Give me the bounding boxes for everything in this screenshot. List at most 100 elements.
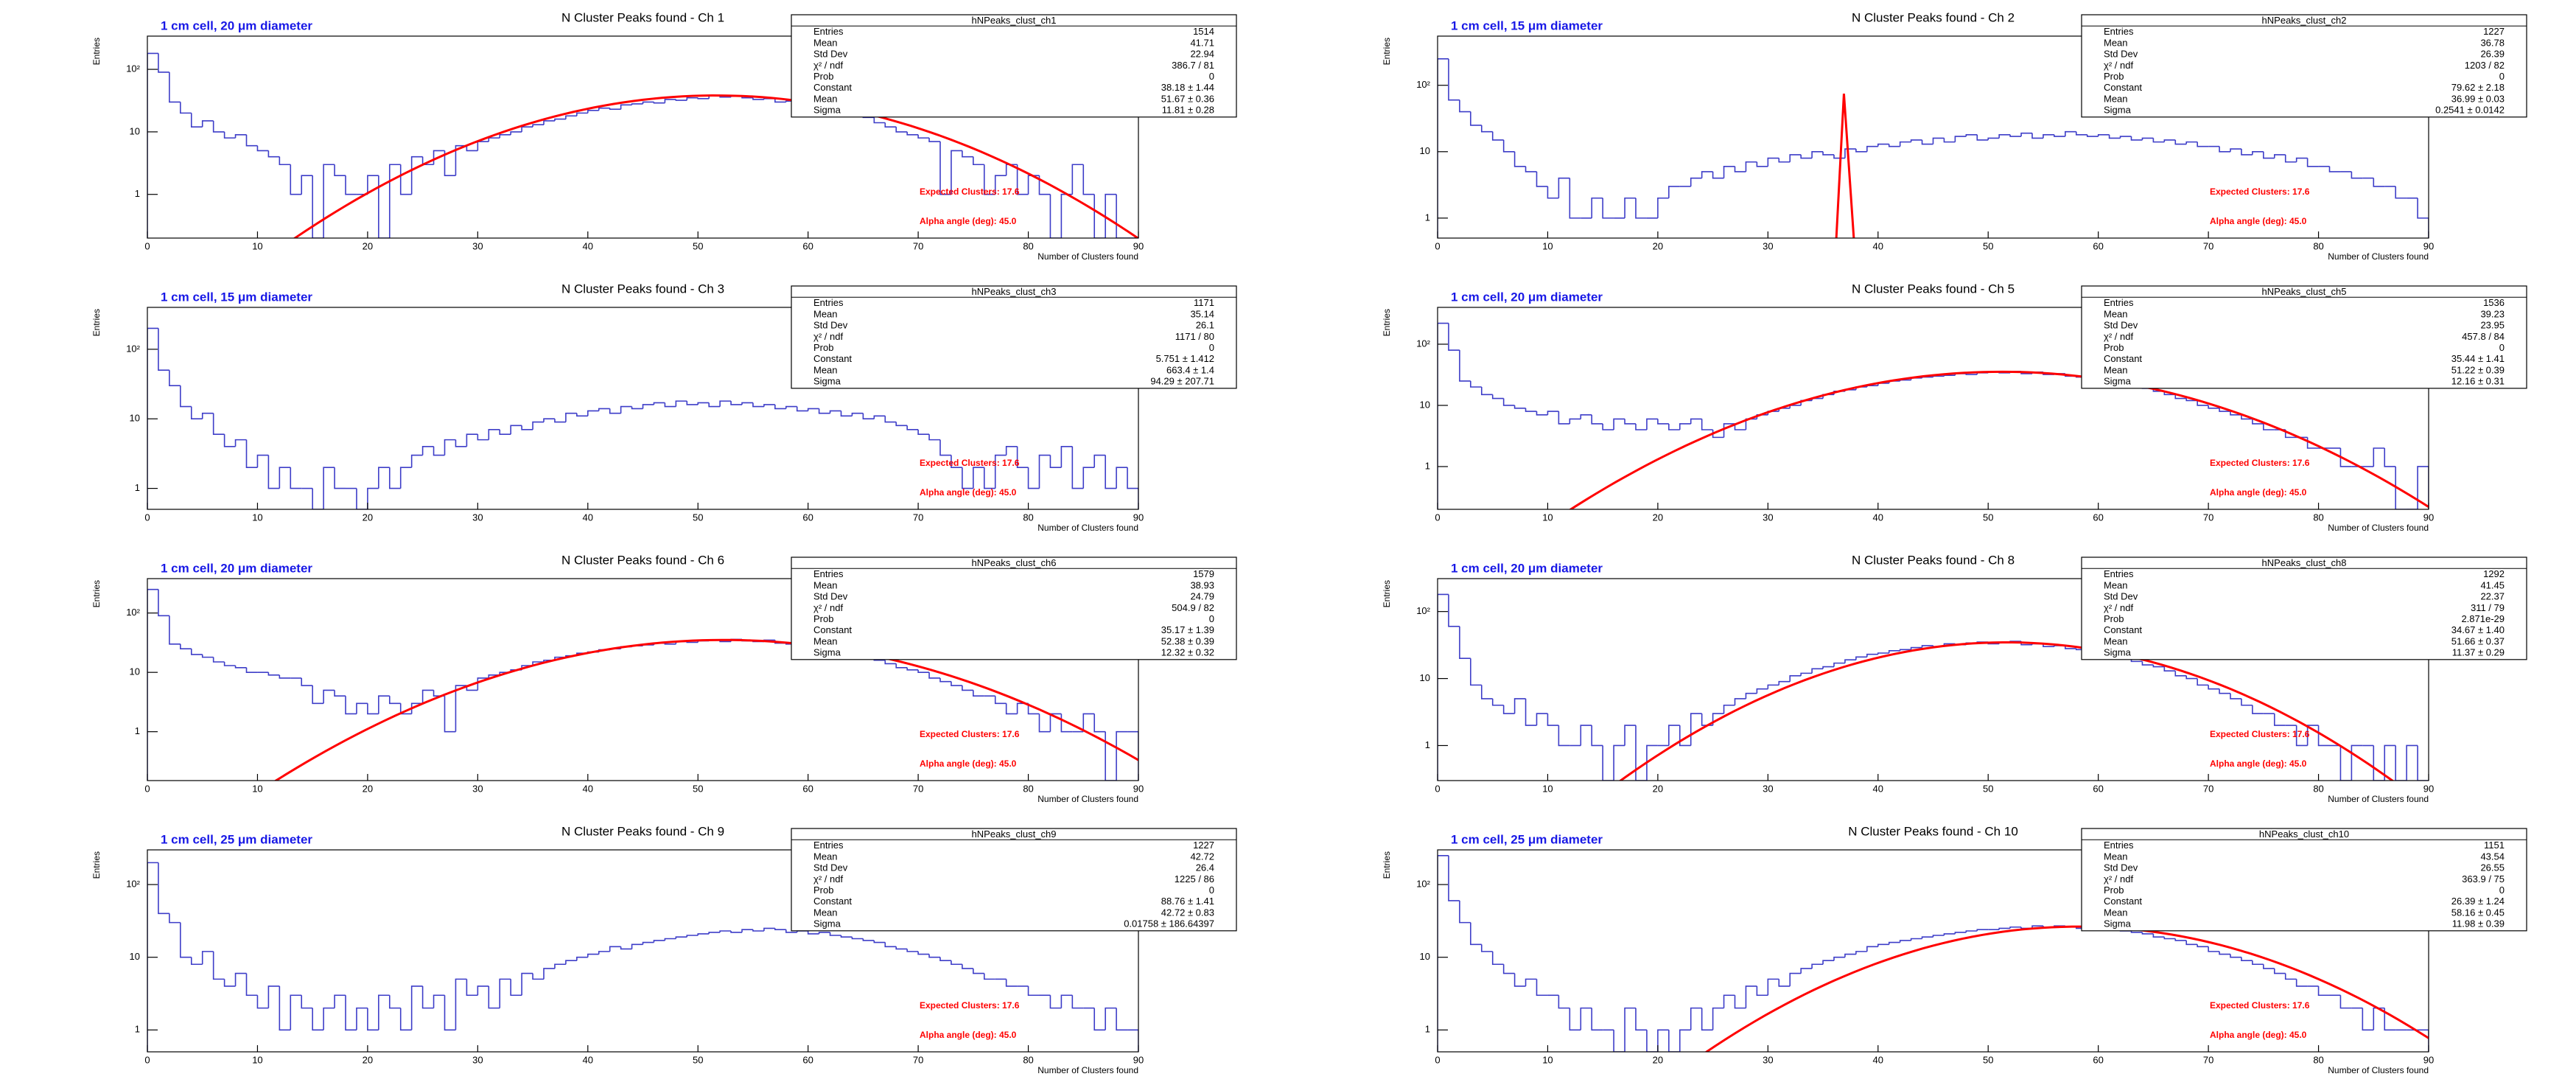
- hist-bin: [2185, 398, 2198, 402]
- hist-bin: [2152, 933, 2165, 938]
- hist-bin: [2339, 995, 2352, 1009]
- hist-bin: [1591, 197, 1603, 218]
- hist-bin: [1767, 684, 1779, 689]
- stats-value: 1292: [2483, 568, 2505, 579]
- stats-value: 41.71: [1190, 37, 1214, 48]
- hist-bin: [410, 156, 423, 195]
- hist-bin: [2373, 745, 2385, 781]
- hist-bin: [256, 995, 269, 1009]
- hist-bin: [1899, 141, 1911, 147]
- stats-box: [791, 285, 1237, 389]
- hist-bin: [532, 661, 544, 666]
- hist-bin: [2417, 198, 2429, 238]
- hist-bin: [279, 467, 291, 489]
- hist-bin: [2230, 148, 2241, 152]
- hist-bin: [1591, 1008, 1603, 1031]
- hist-bin: [1438, 322, 1449, 509]
- y-axis-label: Entries: [1382, 309, 1392, 336]
- hist-bin: [1932, 935, 1945, 938]
- hist-bin: [983, 164, 995, 195]
- hist-bin: [1789, 405, 1802, 408]
- hist-bin: [190, 957, 203, 966]
- stats-value: 26.39 ± 1.24: [2451, 896, 2505, 907]
- hist-bin: [642, 404, 654, 409]
- panel-subtitle: 1 cm cell, 20 μm diameter: [1451, 561, 1603, 575]
- hist-bin: [378, 175, 390, 238]
- hist-bin: [488, 429, 500, 440]
- stats-label: Constant: [2104, 353, 2142, 364]
- hist-bin: [1005, 979, 1018, 987]
- hist-bin: [939, 677, 951, 683]
- hist-bin: [2208, 685, 2220, 690]
- hist-bin: [1855, 951, 1867, 955]
- hist-bin: [1547, 411, 1559, 415]
- x-tick-label: 40: [583, 240, 593, 251]
- hist-bin: [1756, 161, 1768, 167]
- stats-label: Std Dev: [2104, 49, 2138, 60]
- hist-bin: [873, 117, 886, 124]
- hist-bin: [1116, 194, 1128, 238]
- stats-label: Constant: [813, 896, 852, 907]
- y-tick-label: 10²: [1416, 878, 1430, 889]
- annotation: Alpha angle (deg): 45.0: [920, 1030, 1017, 1040]
- hist-bin: [1536, 713, 1548, 726]
- hist-bin: [180, 385, 192, 408]
- hist-bin: [2208, 946, 2220, 952]
- hist-bin: [1657, 1029, 1669, 1052]
- hist-bin: [388, 164, 401, 238]
- stats-box: [791, 828, 1237, 932]
- hist-bin: [1459, 100, 1471, 113]
- x-tick-label: 90: [2423, 240, 2434, 251]
- hist-bin: [653, 402, 665, 405]
- hist-bin: [2252, 960, 2264, 966]
- hist-bin: [1602, 745, 1614, 781]
- hist-bin: [2273, 714, 2286, 726]
- stats-label: Mean: [2104, 579, 2128, 590]
- hist-bin: [444, 150, 456, 176]
- y-tick-label: 10: [130, 125, 140, 136]
- hist-bin: [2295, 725, 2308, 747]
- stats-label: Mean: [813, 579, 838, 590]
- hist-bin: [1049, 455, 1062, 468]
- stats-label: Mean: [813, 635, 838, 646]
- hist-bin: [234, 439, 247, 447]
- hist-bin: [741, 402, 753, 405]
- stats-label: χ² / ndf: [2104, 602, 2133, 613]
- hist-bin: [1127, 1029, 1138, 1052]
- hist-bin: [951, 455, 962, 468]
- x-tick-label: 20: [363, 1054, 373, 1065]
- stats-value: 94.29 ± 207.71: [1150, 376, 1214, 387]
- hist-bin: [2152, 665, 2165, 668]
- stats-value: 1151: [2484, 840, 2505, 851]
- hist-bin: [190, 649, 203, 655]
- stats-value: 504.9 / 82: [1172, 602, 1214, 613]
- x-axis-label: Number of Clusters found: [1037, 794, 1138, 804]
- hist-bin: [1016, 446, 1029, 468]
- annotation: Expected Clusters: 17.6: [920, 729, 1020, 739]
- stats-value: 0.2541 ± 0.0142: [2435, 105, 2505, 116]
- stats-label: Std Dev: [813, 49, 848, 60]
- hist-bin: [1910, 646, 1922, 650]
- hist-bin: [267, 672, 280, 676]
- hist-bin: [906, 425, 919, 430]
- stats-label: Mean: [2104, 37, 2128, 48]
- y-tick-label: 10: [130, 666, 140, 677]
- annotation: Alpha angle (deg): 45.0: [2210, 487, 2307, 498]
- hist-bin: [356, 1007, 368, 1030]
- hist-bin: [543, 418, 555, 422]
- hist-bin: [840, 411, 853, 417]
- hist-bin: [1800, 672, 1813, 676]
- hist-bin: [212, 657, 225, 663]
- hist-bin: [543, 120, 555, 125]
- hist-bin: [1822, 666, 1834, 669]
- hist-bin: [356, 488, 368, 509]
- hist-bin: [2141, 932, 2154, 935]
- hist-bin: [1093, 454, 1106, 468]
- hist-bin: [2130, 136, 2143, 141]
- x-tick-label: 90: [1133, 512, 1144, 523]
- stats-label: χ² / ndf: [813, 602, 843, 613]
- hist-bin: [1480, 685, 1493, 700]
- x-axis-label: Number of Clusters found: [1037, 523, 1138, 533]
- stats-value: 42.72 ± 0.83: [1161, 907, 1214, 918]
- hist-bin: [421, 445, 434, 456]
